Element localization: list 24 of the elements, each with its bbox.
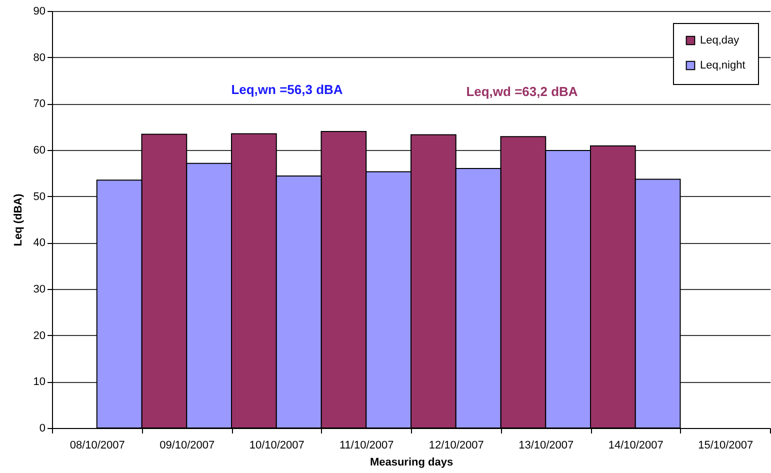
y-tick-label: 70 [33,98,46,110]
y-tick-label: 20 [33,330,46,342]
x-tick-label: 08/10/2007 [70,440,125,452]
annotation: Leq,wd =63,2 dBA [466,84,578,99]
legend-label: Leq,night [700,60,746,72]
x-tick-label: 15/10/2007 [698,440,754,452]
y-tick-label: 0 [39,422,46,434]
x-tick-label: 09/10/2007 [160,440,215,452]
y-axis-title: Leq (dBA) [12,193,24,246]
y-tick-label: 40 [33,237,46,250]
y-tick-label: 90 [33,6,46,18]
x-axis-title: Measuring days [370,456,454,468]
x-tick-label: 11/10/2007 [340,440,394,452]
legend-label: Leq,day [700,34,740,46]
x-tick-label: 10/10/2007 [249,440,304,452]
x-tick-label: 13/10/2007 [518,440,574,452]
y-tick-label: 60 [33,144,46,156]
y-tick-label: 30 [33,284,46,296]
annotation: Leq,wn =56,3 dBA [231,82,344,97]
y-tick-label: 50 [33,190,46,203]
x-tick-label: 14/10/2007 [608,440,664,452]
x-tick-label: 12/10/2007 [428,440,484,452]
y-tick-label: 80 [33,52,46,64]
y-tick-label: 10 [33,376,46,388]
